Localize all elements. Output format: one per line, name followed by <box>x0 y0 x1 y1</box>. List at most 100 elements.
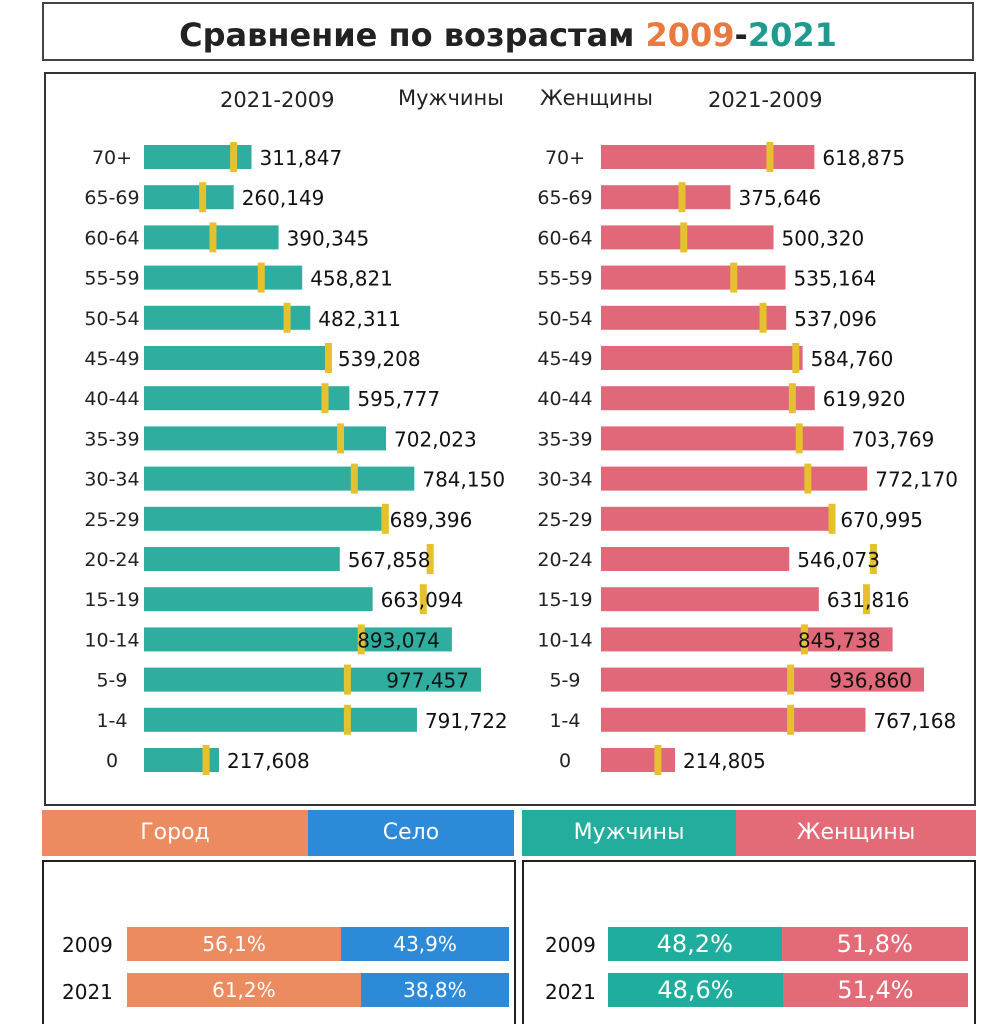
men-value-label: 458,821 <box>310 267 393 291</box>
age-label-men: 60-64 <box>84 227 139 249</box>
men-share-2021: 48,6% <box>608 973 783 1007</box>
age-label-women: 65-69 <box>537 187 592 209</box>
age-label-women: 25-29 <box>537 509 592 531</box>
village-share-2021: 38,8% <box>360 973 509 1007</box>
women-bar <box>601 265 786 290</box>
men-2009-marker <box>283 302 291 333</box>
men-value-label: 784,150 <box>422 468 505 492</box>
women-bar <box>601 547 790 571</box>
age-label-women: 1-4 <box>549 710 580 732</box>
legend-city: Город <box>42 810 308 856</box>
women-value-label: 845,738 <box>798 628 881 652</box>
age-label-men: 45-49 <box>84 348 139 370</box>
legend-village: Село <box>308 810 514 856</box>
age-label-women: 10-14 <box>537 629 592 651</box>
age-label-women: 0 <box>559 750 571 772</box>
men-value-label: 595,777 <box>357 387 440 411</box>
age-pyramid-chart: 70+ 311,847 70+ 618,875 65-69 260,149 65-69 375… <box>84 142 958 775</box>
age-label-women: 5-9 <box>549 670 580 692</box>
age-label-men: 0 <box>106 750 118 772</box>
women-years-header: 2021-2009 <box>708 88 823 112</box>
women-2009-marker <box>795 423 803 454</box>
men-bar <box>144 346 330 370</box>
legend-men: Мужчины <box>522 810 736 856</box>
women-value-label: 619,920 <box>823 387 906 411</box>
sex-year-2009: 2009 <box>545 933 596 957</box>
men-2009-marker <box>357 624 365 655</box>
age-label-women: 15-19 <box>537 589 592 611</box>
women-2009-marker <box>759 302 767 333</box>
women-2009-marker <box>862 584 870 615</box>
age-label-women: 60-64 <box>537 227 592 249</box>
age-label-women: 20-24 <box>537 549 592 571</box>
men-2009-marker <box>324 343 332 373</box>
title-year-2009: 2009 <box>645 16 735 54</box>
city-share-2021: 61,2% <box>127 973 361 1007</box>
age-label-men: 5-9 <box>96 670 127 692</box>
men-bar <box>144 707 417 732</box>
men-bar <box>144 667 481 692</box>
men-2009-marker <box>350 463 358 494</box>
age-label-men: 15-19 <box>84 589 139 611</box>
men-2009-marker <box>209 222 217 253</box>
age-label-men: 1-4 <box>96 710 127 732</box>
age-label-women: 30-34 <box>537 469 592 491</box>
women-bar <box>601 667 925 692</box>
women-bar <box>601 506 833 531</box>
men-bar <box>144 506 382 531</box>
age-label-women: 45-49 <box>537 348 592 370</box>
men-2009-marker <box>230 142 238 172</box>
women-value-label: 375,646 <box>739 186 822 210</box>
legend-women: Женщины <box>736 810 976 856</box>
women-bar <box>601 386 815 411</box>
women-bar <box>601 707 866 732</box>
women-bar <box>601 466 868 491</box>
title-year-2021: 2021 <box>747 16 837 54</box>
men-bar <box>144 587 373 612</box>
women-2009-marker <box>788 383 796 414</box>
women-2009-marker <box>678 182 686 213</box>
women-value-label: 546,073 <box>797 548 880 572</box>
women-value-label: 537,096 <box>794 307 877 331</box>
women-value-label: 535,164 <box>794 267 877 291</box>
age-label-women: 35-39 <box>537 428 592 450</box>
men-value-label: 567,858 <box>348 548 431 572</box>
city-share-2009: 56,1% <box>127 927 342 961</box>
women-2009-marker <box>869 544 877 574</box>
men-bar <box>144 265 303 290</box>
men-value-label: 217,608 <box>227 749 310 773</box>
women-bar <box>601 627 893 652</box>
men-years-header: 2021-2009 <box>220 88 335 112</box>
age-label-men: 25-29 <box>84 509 139 531</box>
age-label-men: 70+ <box>92 147 132 169</box>
women-bar <box>601 145 815 169</box>
men-share-2009: 48,2% <box>608 927 782 961</box>
women-2009-marker <box>787 664 795 695</box>
men-2009-marker <box>426 544 434 574</box>
women-value-label: 767,168 <box>873 709 956 733</box>
chart-title: Сравнение по возрастам 2009-2021 <box>44 16 972 54</box>
men-value-label: 893,074 <box>357 628 440 652</box>
men-bar <box>144 305 311 330</box>
women-2009-marker <box>680 222 688 253</box>
women-value-label: 936,860 <box>829 669 912 693</box>
men-2009-marker <box>343 664 351 695</box>
men-value-label: 702,023 <box>394 427 477 451</box>
age-label-men: 55-59 <box>84 268 139 290</box>
residence-year-2021: 2021 <box>62 980 113 1004</box>
women-bar <box>601 587 819 612</box>
men-value-label: 390,345 <box>287 226 370 250</box>
age-label-women: 55-59 <box>537 268 592 290</box>
men-value-label: 311,847 <box>260 146 343 170</box>
title-prefix: Сравнение по возрастам <box>179 16 646 54</box>
men-value-label: 482,311 <box>318 307 401 331</box>
age-label-men: 40-44 <box>84 388 139 410</box>
women-2009-marker <box>804 463 812 494</box>
men-2009-marker <box>343 704 351 735</box>
village-share-2009: 43,9% <box>341 927 509 961</box>
women-value-label: 214,805 <box>683 749 766 773</box>
men-bar <box>144 185 234 210</box>
sex-share-panel <box>522 860 976 1024</box>
men-bar <box>144 547 340 571</box>
men-2009-marker <box>257 262 265 293</box>
